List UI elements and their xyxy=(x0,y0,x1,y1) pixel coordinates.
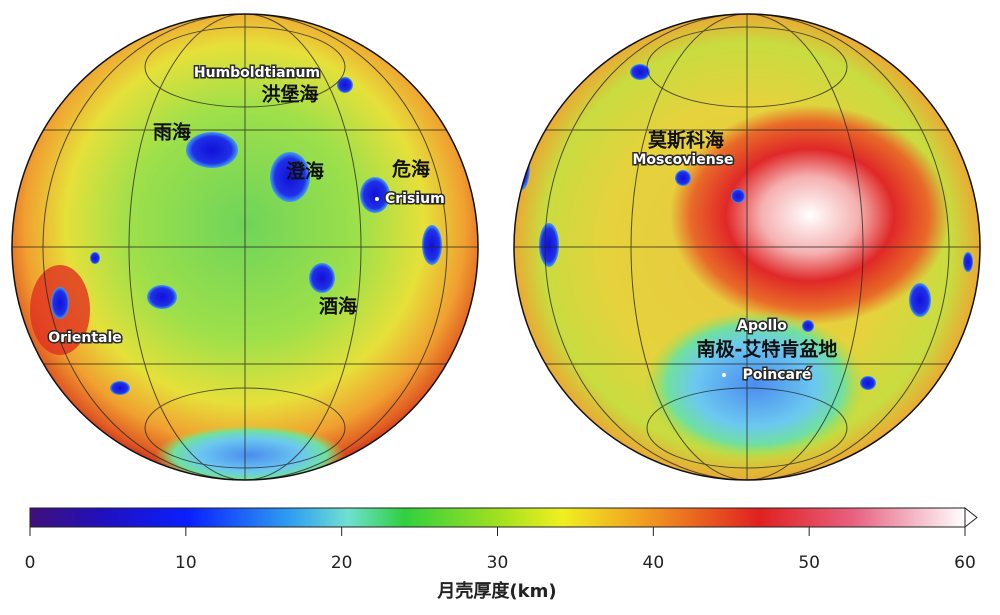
map-label: 莫斯科海 xyxy=(648,129,724,152)
map-label: 酒海 xyxy=(319,295,357,318)
map-label: Moscoviense xyxy=(632,152,733,168)
map-label: Crisium xyxy=(385,191,445,207)
colorbar-tick-label: 30 xyxy=(487,553,509,573)
colorbar-tick-label: 40 xyxy=(643,553,665,573)
near-side-labels: Humboldtianum 洪堡海 雨海 澄海 危海 Crisium 酒海 Or… xyxy=(47,64,446,348)
map-label: 雨海 xyxy=(153,121,191,144)
map-label: 澄海 xyxy=(286,160,324,183)
map-label: 南极-艾特肯盆地 xyxy=(697,338,838,361)
map-label: Apollo xyxy=(737,318,787,334)
colorbar-title: 月壳厚度(km) xyxy=(436,580,556,602)
colorbar-tick-label: 20 xyxy=(331,553,353,573)
map-label: 洪堡海 xyxy=(261,83,318,106)
map-label: Orientale xyxy=(48,330,122,346)
map-label: 危海 xyxy=(392,158,430,181)
colorbar-tick-label: 60 xyxy=(954,553,976,573)
map-label: Poincaré xyxy=(743,367,812,383)
colorbar-tick-label: 0 xyxy=(25,553,36,573)
far-side-labels: 莫斯科海 Moscoviense Apollo 南极-艾特肯盆地 Poincar… xyxy=(631,129,838,385)
far-side-globe xyxy=(513,13,981,481)
colorbar-tick-label: 50 xyxy=(798,553,820,573)
colorbar: 月壳厚度(km) 0 10 20 30 40 50 60 xyxy=(25,506,978,602)
colorbar-ramp xyxy=(29,507,966,528)
near-side-globe xyxy=(11,13,479,481)
map-label: Humboldtianum xyxy=(194,65,320,81)
colorbar-extend xyxy=(964,506,978,529)
colorbar-tick-label: 10 xyxy=(175,553,197,573)
